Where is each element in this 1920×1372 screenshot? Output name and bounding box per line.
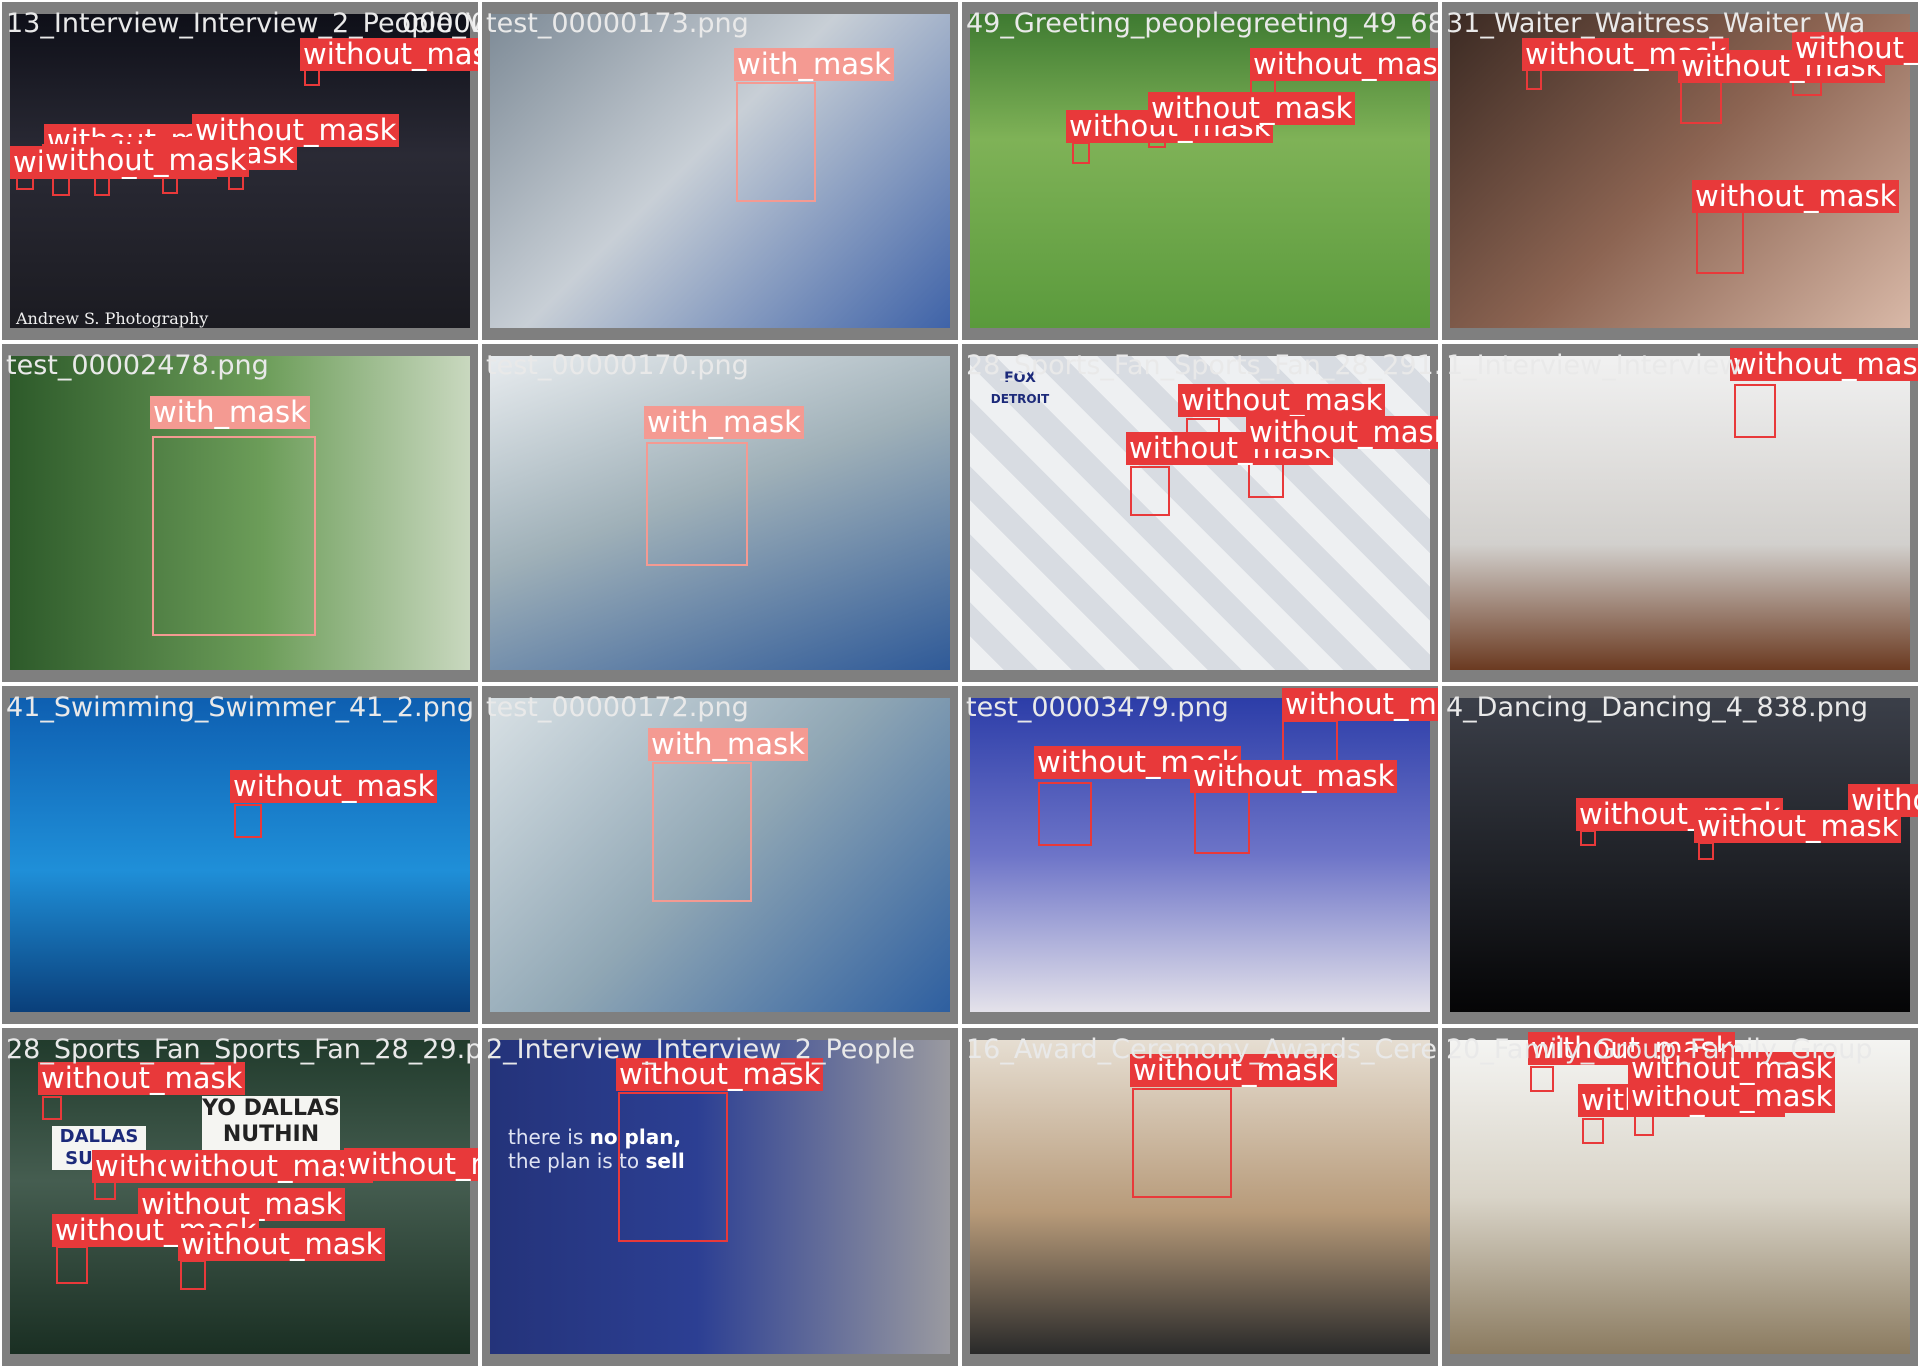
tile-photo	[10, 698, 470, 1012]
tile-filename: test_00000173.png	[486, 8, 749, 39]
tile-14: there is no plan, the plan is to sell 2_…	[482, 1028, 958, 1366]
detection-box	[1130, 466, 1170, 516]
detection-box	[1698, 842, 1714, 860]
detection-label: without_mask	[1246, 416, 1438, 449]
photo-watermark: Andrew S. Photography	[16, 309, 209, 328]
detection-box	[646, 442, 748, 566]
quote-part: there is	[508, 1125, 584, 1149]
tile-filename: 31_Waiter_Waitress_Waiter_Wa	[1446, 8, 1866, 39]
detection-label: without_mask	[42, 144, 250, 177]
detection-label: without_mask	[616, 1058, 824, 1091]
tile-filename: 20_Family_Group_Family_Group	[1446, 1034, 1873, 1065]
tile-filename: test_00000172.png	[486, 692, 749, 723]
tile-filename: 28_Sports_Fan_Sports_Fan_28_29.png	[6, 1034, 478, 1065]
detection-box	[1038, 782, 1092, 846]
tile-filename: test_00002478.png	[6, 350, 269, 381]
detection-label: without_mask	[166, 1150, 374, 1183]
detection-label: without_mask	[1148, 92, 1356, 125]
detection-label: without_mask	[1250, 48, 1438, 81]
detection-box	[1194, 790, 1250, 854]
quote-part: no plan,	[589, 1125, 682, 1149]
quote-part: the plan is to	[508, 1149, 640, 1173]
tile-11: test_00003479.png without_mask without_m…	[962, 686, 1438, 1024]
tile-9: 41_Swimming_Swimmer_41_2.png without_mas…	[2, 686, 478, 1024]
tile-filename: 41_Swimming_Swimmer_41_2.png	[6, 692, 474, 723]
detection-label: without_mask	[178, 1228, 386, 1261]
detection-box	[56, 1246, 88, 1284]
tile-filename: 13_Interview_Interview_2_People_Visible	[6, 8, 478, 39]
detection-box	[1530, 1066, 1554, 1092]
detection-label: without_mask	[1792, 32, 1918, 65]
tile-3: 49_Greeting_peoplegreeting_49_685.png wi…	[962, 2, 1438, 340]
tile-overlay-filename: 00000173.png	[402, 8, 478, 39]
detection-label: without_mask	[38, 1062, 246, 1095]
tile-filename: test_00000170.png	[486, 350, 749, 381]
detection-box	[180, 1260, 206, 1290]
detection-label: without_mask	[344, 1148, 478, 1181]
detection-box	[1526, 68, 1542, 90]
detection-box	[1582, 1118, 1604, 1144]
detection-box	[1680, 76, 1722, 124]
tile-filename: test_00003479.png	[966, 692, 1229, 723]
detection-box	[736, 82, 816, 202]
detection-box	[652, 762, 752, 902]
tile-13: DALLAS SUCKS YO DALLAS NUTHIN BUT A 28_S…	[2, 1028, 478, 1366]
tile-2: test_00000173.png with_mask	[482, 2, 958, 340]
detection-label: without_mask	[1282, 688, 1438, 721]
tile-photo: there is no plan, the plan is to sell	[490, 1040, 950, 1354]
detection-label: without_mask	[300, 38, 478, 71]
tile-8: 1_Interview_Interview without_mask	[1442, 344, 1918, 682]
detection-box	[1132, 1088, 1232, 1198]
detection-box	[1580, 830, 1596, 846]
tile-5: test_00002478.png with_mask	[2, 344, 478, 682]
detection-label: without_mask	[1190, 760, 1398, 793]
detection-label: without_mask	[1130, 1054, 1338, 1087]
tile-12: 4_Dancing_Dancing_4_838.png without_mask…	[1442, 686, 1918, 1024]
detection-label: with_mask	[734, 48, 894, 81]
detection-box	[152, 436, 316, 636]
tile-6: test_00000170.png with_mask	[482, 344, 958, 682]
tile-filename: 16_Award_Ceremony_Awards_Cere	[966, 1034, 1438, 1065]
detection-label: with_mask	[644, 406, 804, 439]
tile-filename: 4_Dancing_Dancing_4_838.png	[1446, 692, 1868, 723]
detection-label: without_mask	[1692, 180, 1900, 213]
tile-filename: 1_Interview_Interview	[1446, 350, 1742, 381]
detection-box	[1634, 1114, 1654, 1136]
detection-label: without_mask	[1628, 1080, 1836, 1113]
sponsor-logo: DETROIT	[990, 392, 1050, 406]
tile-16: 20_Family_Group_Family_Group without_mas…	[1442, 1028, 1918, 1366]
tile-15: 16_Award_Ceremony_Awards_Cere without_ma…	[962, 1028, 1438, 1366]
detection-label: with_mask	[648, 728, 808, 761]
poster-quote: there is no plan, the plan is to sell	[508, 1125, 685, 1173]
detection-label: without_mask	[1628, 1052, 1836, 1085]
tile-1: 13_Interview_Interview_2_People_Visible …	[2, 2, 478, 340]
tile-4: 31_Waiter_Waitress_Waiter_Wa without_mas…	[1442, 2, 1918, 340]
tile-filename: 49_Greeting_peoplegreeting_49_685.png	[966, 8, 1438, 39]
detection-label: without_mask	[230, 770, 438, 803]
detection-label: without_mask	[1848, 784, 1918, 817]
detection-box	[618, 1092, 728, 1242]
detection-label: without_mask	[1178, 384, 1386, 417]
sponsor-logo: FOX	[1004, 370, 1036, 386]
detection-label: with_mask	[150, 396, 310, 429]
tile-10: test_00000172.png with_mask	[482, 686, 958, 1024]
tile-photo	[1450, 698, 1910, 1012]
quote-part: sell	[645, 1149, 685, 1173]
detection-box	[234, 804, 262, 838]
detection-label: without_mask	[192, 114, 400, 147]
detection-box	[42, 1096, 62, 1120]
tile-filename: 28_Sports_Fan_Sports_Fan_28_291.png	[966, 350, 1438, 381]
detection-box	[1072, 142, 1090, 164]
tile-filename: 2_Interview_Interview_2_People	[486, 1034, 916, 1065]
tile-photo	[1450, 356, 1910, 670]
tile-7: FOX DETROIT 28_Sports_Fan_Sports_Fan_28_…	[962, 344, 1438, 682]
detection-box	[1734, 384, 1776, 438]
detection-label: without_mask	[1730, 348, 1918, 381]
